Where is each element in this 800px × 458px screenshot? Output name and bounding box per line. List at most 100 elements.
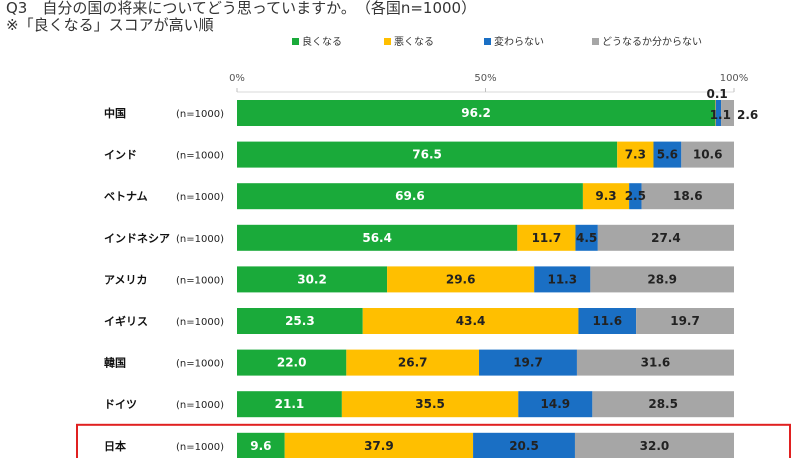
legend-label-unchanged: 変わらない — [494, 35, 544, 48]
bar-segment-good — [237, 183, 583, 210]
legend-swatch-unknown — [592, 38, 599, 45]
chart-title: Q3 自分の国の将来についてどう思っていますか。 （各国n=1000） — [6, 0, 477, 17]
data-label-good: 56.4 — [362, 231, 392, 245]
data-label-unchanged: 14.9 — [541, 397, 571, 411]
data-label-bad: 29.6 — [446, 272, 476, 286]
data-label-unchanged: 5.6 — [657, 148, 678, 162]
category-label: 韓国 — [104, 356, 126, 370]
x-tick-label: 0% — [229, 73, 245, 84]
data-label-bad: 35.5 — [415, 397, 445, 411]
bar-segment-unknown — [721, 100, 734, 126]
category-label: アメリカ — [104, 273, 147, 286]
data-label-bad: 37.9 — [364, 439, 394, 453]
bar-segment-unchanged — [473, 432, 575, 458]
sample-size-label: (n=1000) — [176, 109, 224, 120]
data-label-good: 69.6 — [395, 189, 425, 203]
bar-segment-unchanged — [715, 100, 722, 126]
legend-label-bad: 悪くなる — [394, 36, 434, 48]
bar-segment-good — [237, 100, 716, 126]
bar-segment-unknown — [592, 391, 734, 418]
bar-segment-unchanged — [629, 183, 642, 210]
category-label: 日本 — [104, 439, 126, 453]
data-label-unchanged: 11.6 — [592, 314, 622, 328]
bar-segment-unknown — [597, 224, 734, 251]
bar-segment-unchanged — [653, 141, 682, 168]
bar-segment-unknown — [574, 432, 734, 458]
sample-size-label: (n=1000) — [176, 317, 224, 328]
data-label-bad: 43.4 — [456, 314, 486, 328]
data-label-unchanged: 11.3 — [547, 272, 577, 286]
data-label-unknown: 32.0 — [640, 439, 670, 453]
data-label-unknown: 28.5 — [648, 397, 678, 411]
data-label-bad: 11.7 — [532, 231, 562, 245]
bar-segment-bad — [341, 391, 519, 418]
bar-segment-bad — [346, 349, 480, 376]
highlight-box — [76, 423, 791, 458]
data-label-bad: 7.3 — [625, 148, 646, 162]
bar-segment-unknown — [681, 141, 734, 168]
data-label-unchanged: 20.5 — [509, 439, 539, 453]
bar-segment-unchanged — [575, 224, 598, 251]
bar-segment-good — [237, 266, 388, 293]
legend-swatch-bad — [384, 38, 391, 45]
category-label: インド — [104, 149, 137, 162]
legend-label-good: 良くなる — [302, 35, 342, 48]
data-label-good: 30.2 — [297, 272, 327, 286]
data-label-bad: 0.1 — [706, 87, 727, 101]
category-label: ドイツ — [104, 398, 137, 411]
bar-segment-good — [237, 432, 285, 458]
bar-segment-bad — [284, 432, 474, 458]
bar-segment-good — [237, 308, 363, 334]
bar-segment-good — [237, 391, 342, 418]
bar-segment-unchanged — [578, 308, 637, 334]
data-label-bad: 9.3 — [595, 189, 616, 203]
bar-segment-bad — [715, 100, 716, 126]
bar-segment-unknown — [641, 183, 734, 210]
bar-segment-unknown — [590, 266, 734, 293]
data-label-unknown: 18.6 — [673, 189, 703, 203]
sample-size-label: (n=1000) — [176, 234, 224, 245]
data-label-good: 25.3 — [285, 314, 315, 328]
category-label: 中国 — [104, 106, 126, 120]
data-label-unknown: 27.4 — [651, 231, 681, 245]
legend-swatch-unchanged — [484, 38, 491, 45]
x-tick-label: 100% — [720, 73, 749, 84]
bar-segment-unchanged — [534, 266, 591, 293]
sample-size-label: (n=1000) — [176, 442, 224, 453]
data-label-bad: 26.7 — [398, 356, 428, 370]
data-label-good: 96.2 — [461, 106, 491, 120]
data-label-good: 22.0 — [277, 356, 307, 370]
data-label-good: 76.5 — [412, 148, 442, 162]
chart-subtitle: ※「良くなる」スコアが高い順 — [6, 16, 214, 34]
category-label: インドネシア — [104, 232, 170, 245]
data-label-unknown: 19.7 — [670, 314, 700, 328]
bar-segment-bad — [387, 266, 535, 293]
data-label-unchanged: 1.1 — [710, 108, 731, 122]
bar-segment-bad — [617, 141, 654, 168]
sample-size-label: (n=1000) — [176, 151, 224, 162]
category-label: ベトナム — [104, 190, 148, 203]
data-label-unknown: 28.9 — [647, 272, 677, 286]
bar-segment-bad — [582, 183, 630, 210]
data-label-unknown: 31.6 — [641, 356, 671, 370]
data-label-good: 9.6 — [250, 439, 271, 453]
data-label-unchanged: 2.5 — [625, 189, 646, 203]
data-label-good: 21.1 — [275, 397, 305, 411]
bar-segment-good — [237, 224, 518, 251]
sample-size-label: (n=1000) — [176, 359, 224, 370]
legend-label-unknown: どうなるか分からない — [602, 36, 702, 48]
sample-size-label: (n=1000) — [176, 275, 224, 286]
data-label-unchanged: 4.5 — [576, 231, 597, 245]
bar-segment-bad — [517, 224, 576, 251]
bar-segment-bad — [362, 308, 579, 334]
bar-segment-unchanged — [479, 349, 577, 376]
x-tick-label: 50% — [474, 73, 496, 84]
bar-segment-unchanged — [518, 391, 593, 418]
bar-segment-unknown — [636, 308, 734, 334]
sample-size-label: (n=1000) — [176, 400, 224, 411]
bar-segment-good — [237, 141, 618, 168]
data-label-unchanged: 19.7 — [513, 356, 543, 370]
data-label-unknown: 2.6 — [737, 108, 758, 122]
sample-size-label: (n=1000) — [176, 192, 224, 203]
